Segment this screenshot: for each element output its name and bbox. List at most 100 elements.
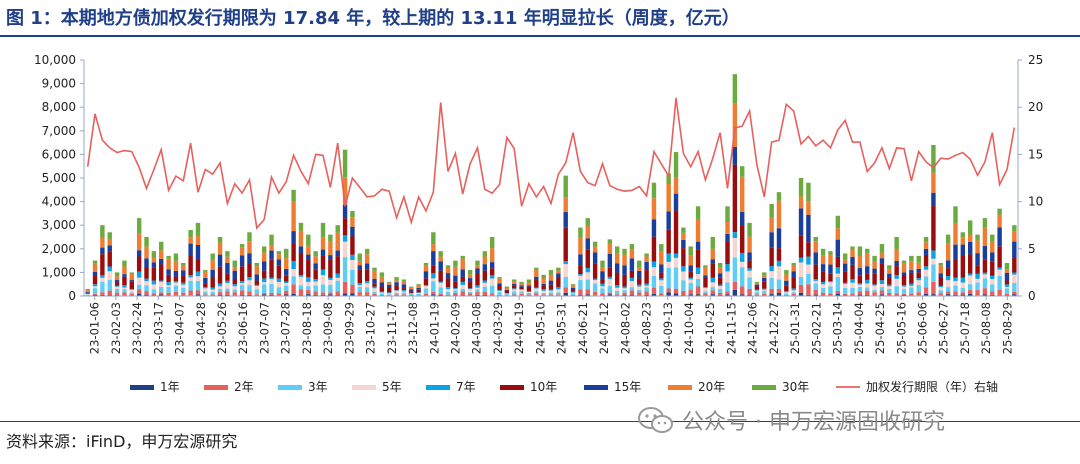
legend-swatch [352,385,376,390]
bar-segment [570,284,576,286]
bar-segment [703,287,708,288]
bar-segment [769,277,774,289]
bar-segment [997,208,1002,215]
bar-segment [681,227,686,233]
bar-segment [482,251,488,257]
legend-label: 20年 [698,380,725,394]
bar-segment [673,267,679,289]
bar-segment [445,287,451,290]
bar-segment [960,294,966,296]
bar-segment [203,288,208,292]
issuance-chart: 0 1,000 2,000 3,000 4,000 5,000 6,000 7,000 8,00… [34,53,1043,394]
x-tick-label: 24-07-12 [597,302,611,354]
bar-segment [467,288,473,290]
bar-segment [364,254,370,264]
bar-segment [548,292,554,295]
bar-segment [894,260,899,267]
bar-segment [614,287,620,291]
bar-segment [1012,241,1017,258]
bar-segment [923,242,929,249]
bar-segment [144,267,149,279]
bar-segment [151,257,157,263]
bar-segment [144,278,149,282]
bar-segment [622,248,627,255]
bar-segment [482,286,488,292]
bar-segment [548,280,554,285]
bar-segment [541,278,546,284]
bar-segment [489,268,495,276]
legend-swatch [752,385,776,390]
bar-segment [894,248,899,261]
bar-segment [497,289,502,291]
legend-swatch [584,385,608,390]
bar-segment [945,287,951,292]
bar-segment [372,267,377,271]
bar-segment [269,279,274,284]
bar-segment [144,294,149,296]
bar-segment [1004,269,1010,273]
bar-segment [865,283,870,288]
bar-segment [232,292,237,296]
bar-segment [931,258,936,265]
bar-segment [717,273,723,278]
bar-segment [114,272,120,277]
bar-segment [438,261,443,271]
bar-segment [335,225,340,233]
bar-segment [990,261,995,276]
bar-segment [173,291,179,296]
bar-segment [901,293,907,295]
bar-segment [762,272,767,276]
bar-segment [879,244,885,253]
bar-segment [151,280,157,285]
bar-segment [247,280,252,286]
right-tick-label: 5 [1028,242,1036,256]
bar-segment [923,276,929,288]
bar-segment [92,294,98,296]
bar-segment [247,263,252,278]
bar-segment [762,289,767,291]
bar-segment [195,276,201,281]
bar-segment [556,292,561,295]
x-tick-label: 23-12-08 [406,302,420,354]
bar-segment [526,282,532,286]
bar-segment [181,282,186,285]
bar-segment [614,290,620,295]
bar-segment [644,256,649,262]
bar-segment [298,246,304,254]
bar-segment [879,287,885,291]
bar-segment [740,211,745,226]
legend-swatch [130,385,154,390]
bar-segment [600,288,605,294]
legend-label: 2年 [234,380,254,394]
bar-segment [269,245,274,251]
bar-segment [364,248,370,255]
bar-segment [659,293,664,296]
bar-segment [159,292,164,295]
bar-segment [144,285,149,292]
bar-segment [909,283,914,286]
bar-segment [409,295,414,296]
bar-segment [740,261,745,268]
bar-segment [901,260,907,264]
bar-segment [122,285,127,288]
bar-segment [798,292,804,296]
bar-segment [232,270,237,279]
legend-label: 30年 [782,380,809,394]
bar-segment [497,283,502,285]
bar-segment [313,256,318,264]
bar-segment [394,290,399,294]
bar-segment [762,288,767,290]
bar-segment [651,219,657,237]
bar-segment [467,278,473,282]
bar-segment [247,277,252,281]
bar-segment [328,284,333,293]
bar-segment [195,244,201,260]
bar-segment [923,237,929,243]
bar-segment [732,164,738,233]
bar-segment [203,270,208,272]
bar-segment [386,281,392,283]
bar-segment [673,253,679,258]
bar-segment [431,281,436,292]
bar-segment [931,144,936,173]
bar-segment [953,277,958,281]
